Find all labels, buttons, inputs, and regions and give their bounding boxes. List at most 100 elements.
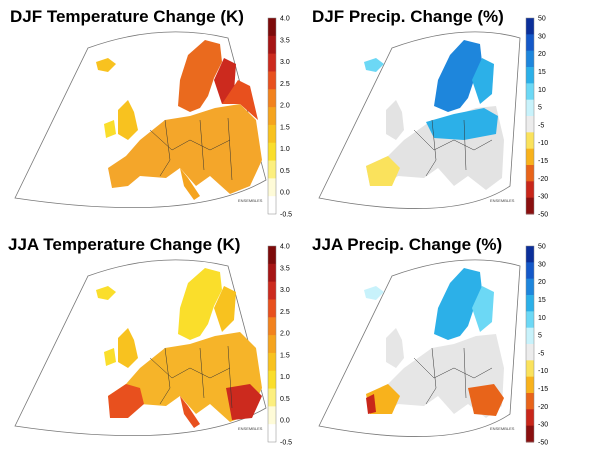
country-borders: [413, 119, 493, 177]
colorbar-tick-label: 5: [538, 105, 542, 112]
colorbar-tick-label: 15: [538, 297, 546, 304]
colorbar-tick-label: 1.5: [280, 352, 290, 359]
scandinavia: [178, 268, 222, 340]
colorbar-swatch: [268, 335, 276, 354]
colorbar-swatch: [526, 197, 534, 215]
colorbar-tick-label: -15: [538, 158, 548, 165]
panel-title: DJF Precip. Change (%): [312, 7, 504, 26]
panel-title: DJF Temperature Change (K): [10, 7, 244, 26]
mainland-europe: [108, 104, 262, 194]
colorbar-tick-label: 2.0: [280, 103, 290, 110]
scandinavia: [434, 40, 482, 112]
colorbar-tick-label: 0.0: [280, 418, 290, 425]
colorbar-swatch: [268, 124, 276, 144]
colorbar-swatch: [526, 246, 534, 263]
colorbar-frame: [267, 17, 277, 215]
colorbar-tick-label: -5: [538, 350, 544, 357]
colorbar-swatch: [268, 246, 276, 265]
colorbar-swatch: [268, 299, 276, 318]
colorbar-tick-label: 3.5: [280, 265, 290, 272]
colorbar-swatch: [526, 409, 534, 427]
southeast-europe: [226, 384, 262, 420]
colorbar-swatch: [526, 360, 534, 378]
colorbar-swatch: [268, 370, 276, 390]
map-credit: ENSEMBLES: [490, 198, 515, 203]
colorbar-swatch: [268, 89, 276, 108]
colorbar-tick-label: 2.5: [280, 81, 290, 88]
map-djf-temperature: 4.0 3.5 3.0 2.5 2.0 1.5 1.0 0.5 0.0 -0.5 ENSEMBLE…: [14, 16, 292, 219]
colorbar-tick-label: 10: [538, 87, 546, 94]
colorbar-tick-label: -30: [538, 422, 548, 429]
colorbar-swatch: [526, 311, 534, 329]
colorbar-swatch: [268, 18, 276, 37]
colorbar-swatch: [268, 388, 276, 407]
colorbar-swatch: [268, 317, 276, 336]
colorbar-tick-label: 15: [538, 69, 546, 76]
europe-landmass: [96, 40, 262, 200]
colorbar-swatch: [268, 424, 276, 443]
europe-landmass: [96, 268, 262, 428]
colorbar-swatch: [526, 393, 534, 410]
colorbar-swatch: [268, 263, 276, 283]
colorbar-swatch: [268, 406, 276, 425]
map-jja-temperature: 4.0 3.5 3.0 2.5 2.0 1.5 1.0 0.5 0.0 -0.5 ENSEMBLE…: [14, 244, 292, 447]
southeast-europe: [468, 384, 504, 416]
colorbar-tick-label: -10: [538, 140, 548, 147]
colorbar-tick-label: 30: [538, 33, 546, 40]
colorbar-tick-label: -0.5: [280, 440, 292, 447]
panel-djf-precipitation: DJF Precip. Change (%) 50 30 20 15 10 5 -5 -10 -…: [304, 0, 608, 228]
great-britain: [118, 100, 138, 140]
finland: [472, 58, 494, 104]
scandinavia: [434, 268, 482, 340]
colorbar-swatch: [526, 278, 534, 296]
panel-title: JJA Temperature Change (K): [8, 235, 241, 254]
country-borders: [149, 117, 233, 181]
panel-djf-temperature: DJF Temperature Change (K) 4.0 3.5 3.0 2.5 2…: [0, 0, 304, 228]
central-europe-wet: [426, 108, 498, 140]
iceland: [96, 286, 116, 300]
panel-jja-temperature: JJA Temperature Change (K) 4.0 3.5 3.0 2.5 2…: [0, 228, 304, 456]
colorbar-tick-label: 50: [538, 16, 546, 23]
colorbar-tick-label: -30: [538, 194, 548, 201]
russia-east: [222, 80, 258, 120]
colorbar-tick-label: 3.0: [280, 59, 290, 66]
colorbar-tick-label: 20: [538, 279, 546, 286]
colorbar-tick-label: -50: [538, 440, 548, 447]
colorbar: 4.0 3.5 3.0 2.5 2.0 1.5 1.0 0.5 0.0 -0.5: [267, 244, 292, 447]
finland: [472, 286, 494, 332]
map-credit: ENSEMBLES: [238, 426, 263, 431]
panel-title: JJA Precip. Change (%): [312, 235, 503, 254]
colorbar-swatch: [526, 148, 534, 166]
colorbar-swatch: [526, 344, 534, 361]
mainland-europe: [108, 332, 262, 422]
colorbar-swatch: [526, 50, 534, 68]
colorbar-tick-label: 2.5: [280, 309, 290, 316]
colorbar-swatch: [526, 116, 534, 133]
colorbar-swatch: [526, 132, 534, 150]
great-britain: [386, 328, 404, 368]
iberia: [366, 156, 400, 186]
colorbar: 50 30 20 15 10 5 -5 -10 -15 -20 -30 -50: [525, 244, 548, 447]
colorbar-tick-label: -5: [538, 122, 544, 129]
colorbar-tick-label: 20: [538, 51, 546, 58]
colorbar-swatch: [526, 262, 534, 280]
colorbar-frame: [525, 17, 535, 215]
colorbar-swatch: [268, 352, 276, 372]
colorbar-tick-label: 3.5: [280, 37, 290, 44]
colorbar-swatch: [268, 178, 276, 197]
colorbar-tick-label: 0.0: [280, 190, 290, 197]
finland: [214, 286, 236, 332]
iberia: [108, 384, 144, 418]
colorbar-swatch: [268, 160, 276, 179]
colorbar-tick-label: 50: [538, 244, 546, 251]
colorbar-tick-label: 0.5: [280, 396, 290, 403]
colorbar-tick-label: 30: [538, 261, 546, 268]
colorbar-tick-label: -20: [538, 404, 548, 411]
colorbar-swatch: [526, 425, 534, 443]
iceland: [364, 58, 384, 72]
colorbar-swatch: [268, 53, 276, 72]
colorbar-swatch: [526, 181, 534, 199]
colorbar-swatch: [526, 376, 534, 394]
panel-jja-precipitation: JJA Precip. Change (%) 50 30 20 15 10 5 -5 -10 -…: [304, 228, 608, 456]
colorbar-swatch: [526, 83, 534, 101]
